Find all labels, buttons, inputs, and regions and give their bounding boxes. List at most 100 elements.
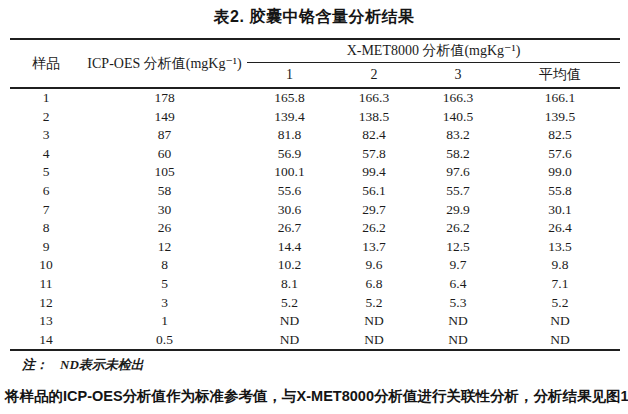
table-row: 1235.25.25.35.2 — [10, 294, 620, 313]
column-header-run1: 1 — [247, 63, 332, 89]
v3-cell: 29.9 — [416, 201, 500, 220]
sample-cell: 9 — [10, 238, 82, 257]
icp-cell: 0.5 — [82, 331, 247, 351]
sample-cell: 3 — [10, 126, 82, 145]
avg-cell: 82.5 — [500, 126, 620, 145]
sample-cell: 11 — [10, 275, 82, 294]
icp-cell: 3 — [82, 294, 247, 313]
sample-cell: 4 — [10, 145, 82, 164]
v1-cell: 100.1 — [247, 163, 332, 182]
v2-cell: 29.7 — [332, 201, 416, 220]
v1-cell: 10.2 — [247, 256, 332, 275]
icp-cell: 149 — [82, 108, 247, 127]
v1-cell: ND — [247, 331, 332, 351]
v3-cell: 55.7 — [416, 182, 500, 201]
icp-cell: 58 — [82, 182, 247, 201]
avg-cell: 13.5 — [500, 238, 620, 257]
avg-cell: ND — [500, 331, 620, 351]
column-header-icp-oes: ICP-OES 分析值(mgKg⁻¹) — [82, 39, 247, 88]
icp-cell: 12 — [82, 238, 247, 257]
v1-cell: ND — [247, 312, 332, 331]
avg-cell: 9.8 — [500, 256, 620, 275]
avg-cell: 7.1 — [500, 275, 620, 294]
column-header-xmet8000-group: X-MET8000 分析值(mgKg⁻¹) — [247, 39, 620, 63]
icp-cell: 1 — [82, 312, 247, 331]
v1-cell: 165.8 — [247, 88, 332, 108]
v2-cell: 138.5 — [332, 108, 416, 127]
v1-cell: 26.7 — [247, 219, 332, 238]
avg-cell: ND — [500, 312, 620, 331]
v2-cell: 9.6 — [332, 256, 416, 275]
table-row: 46056.957.858.257.6 — [10, 145, 620, 164]
column-header-sample: 样品 — [10, 39, 82, 88]
table-footnote: 注： ND表示未检出 — [22, 356, 628, 374]
column-header-run3: 3 — [416, 63, 500, 89]
footnote-text: ND表示未检出 — [60, 357, 144, 372]
table-row: 5105100.199.497.699.0 — [10, 163, 620, 182]
table-row: 131NDNDNDND — [10, 312, 620, 331]
icp-cell: 8 — [82, 256, 247, 275]
avg-cell: 26.4 — [500, 219, 620, 238]
v1-cell: 55.6 — [247, 182, 332, 201]
v1-cell: 8.1 — [247, 275, 332, 294]
sample-cell: 6 — [10, 182, 82, 201]
v3-cell: 5.3 — [416, 294, 500, 313]
v3-cell: 97.6 — [416, 163, 500, 182]
table-header: 样品 ICP-OES 分析值(mgKg⁻¹) X-MET8000 分析值(mgK… — [10, 39, 620, 88]
table-row: 82626.726.226.226.4 — [10, 219, 620, 238]
v2-cell: 6.8 — [332, 275, 416, 294]
v3-cell: 140.5 — [416, 108, 500, 127]
v2-cell: 57.8 — [332, 145, 416, 164]
v1-cell: 56.9 — [247, 145, 332, 164]
v1-cell: 81.8 — [247, 126, 332, 145]
body-paragraph: 将样品的ICP-OES分析值作为标准参考值，与X-MET8000分析值进行关联性… — [5, 387, 624, 406]
document-page: 表2. 胶囊中铬含量分析结果 样品 ICP-OES 分析值(mgKg⁻¹) X-… — [0, 0, 628, 414]
table-row: 38781.882.483.282.5 — [10, 126, 620, 145]
header-row-group: 样品 ICP-OES 分析值(mgKg⁻¹) X-MET8000 分析值(mgK… — [10, 39, 620, 63]
avg-cell: 99.0 — [500, 163, 620, 182]
icp-cell: 178 — [82, 88, 247, 108]
sample-cell: 7 — [10, 201, 82, 220]
icp-cell: 30 — [82, 201, 247, 220]
table-row: 10810.29.69.79.8 — [10, 256, 620, 275]
v2-cell: 26.2 — [332, 219, 416, 238]
avg-cell: 55.8 — [500, 182, 620, 201]
v2-cell: 166.3 — [332, 88, 416, 108]
analysis-results-table: 样品 ICP-OES 分析值(mgKg⁻¹) X-MET8000 分析值(mgK… — [10, 38, 620, 351]
v3-cell: 58.2 — [416, 145, 500, 164]
table-row: 140.5NDNDNDND — [10, 331, 620, 351]
v3-cell: 166.3 — [416, 88, 500, 108]
v2-cell: 99.4 — [332, 163, 416, 182]
icp-cell: 105 — [82, 163, 247, 182]
sample-cell: 14 — [10, 331, 82, 351]
column-header-average: 平均值 — [500, 63, 620, 89]
sample-cell: 5 — [10, 163, 82, 182]
v3-cell: 9.7 — [416, 256, 500, 275]
icp-cell: 5 — [82, 275, 247, 294]
avg-cell: 30.1 — [500, 201, 620, 220]
icp-cell: 26 — [82, 219, 247, 238]
table-title: 表2. 胶囊中铬含量分析结果 — [0, 0, 628, 28]
v1-cell: 30.6 — [247, 201, 332, 220]
table-row: 1158.16.86.47.1 — [10, 275, 620, 294]
v3-cell: 26.2 — [416, 219, 500, 238]
v2-cell: 13.7 — [332, 238, 416, 257]
v3-cell: 12.5 — [416, 238, 500, 257]
avg-cell: 166.1 — [500, 88, 620, 108]
sample-cell: 1 — [10, 88, 82, 108]
sample-cell: 10 — [10, 256, 82, 275]
footnote-label: 注： — [22, 357, 48, 372]
sample-cell: 8 — [10, 219, 82, 238]
icp-cell: 60 — [82, 145, 247, 164]
v2-cell: ND — [332, 331, 416, 351]
table-row: 65855.656.155.755.8 — [10, 182, 620, 201]
v1-cell: 139.4 — [247, 108, 332, 127]
v2-cell: 5.2 — [332, 294, 416, 313]
v2-cell: 82.4 — [332, 126, 416, 145]
sample-cell: 2 — [10, 108, 82, 127]
icp-cell: 87 — [82, 126, 247, 145]
column-header-run2: 2 — [332, 63, 416, 89]
v2-cell: ND — [332, 312, 416, 331]
sample-cell: 12 — [10, 294, 82, 313]
v2-cell: 56.1 — [332, 182, 416, 201]
